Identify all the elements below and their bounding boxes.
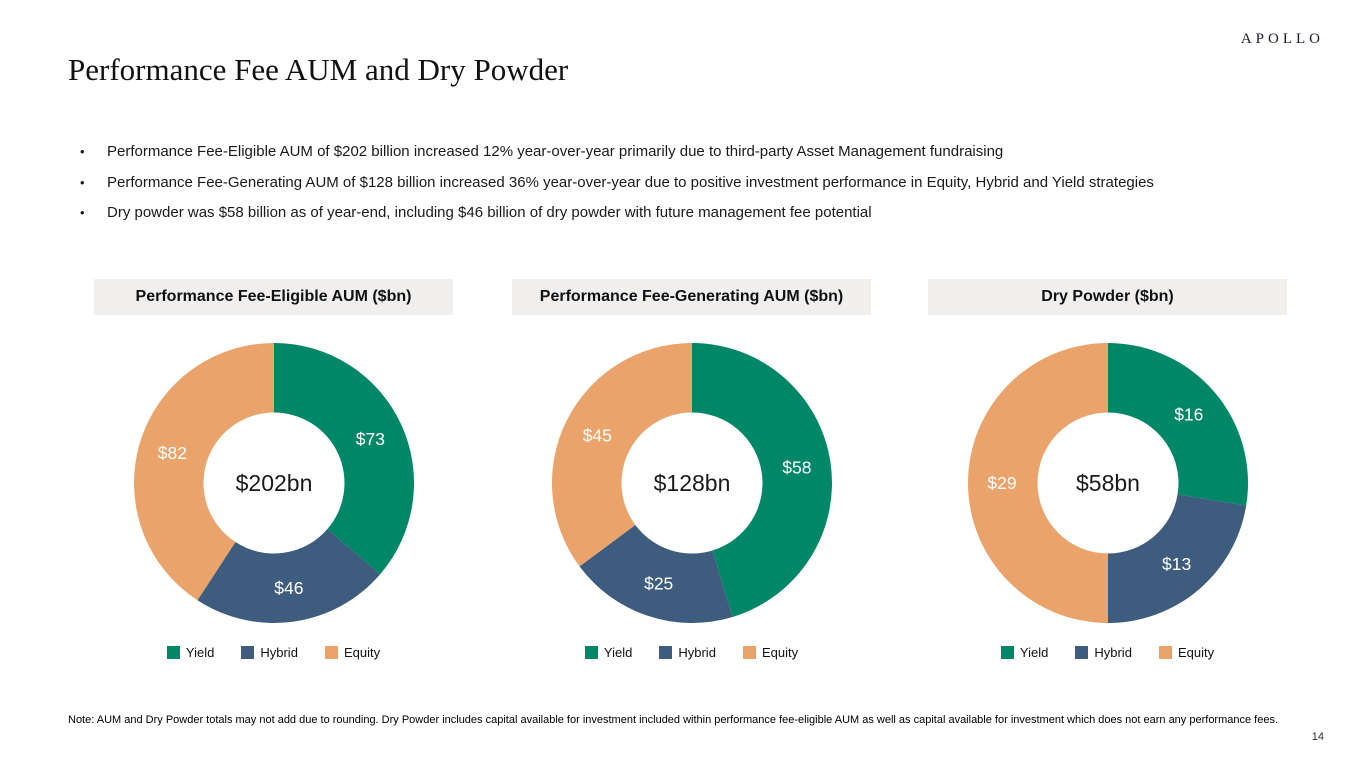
chart-legend: Yield Hybrid Equity — [94, 645, 453, 660]
slice-value-label: $46 — [274, 578, 303, 598]
slice-value-label: $16 — [1174, 404, 1203, 424]
chart-block-dry-powder: Dry Powder ($bn) $16 $13 $29 $58bn Yield Hy… — [928, 279, 1287, 660]
chart-legend: Yield Hybrid Equity — [512, 645, 871, 660]
legend-item-hybrid: Hybrid — [659, 645, 716, 660]
hybrid-swatch-icon — [659, 646, 673, 659]
donut-slice-equity — [551, 343, 692, 567]
donut-chart-dry-powder: $16 $13 $29 $58bn — [967, 343, 1248, 623]
donut-svg: $58 $25 $45 $128bn — [551, 343, 832, 623]
yield-swatch-icon — [166, 646, 180, 659]
donut-chart-fee-generating-aum: $58 $25 $45 $128bn — [551, 343, 832, 623]
legend-label: Yield — [1019, 645, 1049, 660]
donut-center-label: $58bn — [1076, 470, 1140, 496]
legend-item-yield: Yield — [166, 645, 215, 660]
apollo-logo: APOLLO — [1240, 31, 1324, 47]
page-title: Performance Fee AUM and Dry Powder — [68, 52, 569, 87]
hybrid-swatch-icon — [241, 646, 255, 659]
chart-block-fee-generating-aum: Performance Fee-Generating AUM ($bn) $58… — [512, 279, 871, 660]
legend-item-equity: Equity — [324, 645, 381, 660]
bullet-item: Dry powder was $58 billion as of year-en… — [80, 204, 1330, 222]
legend-item-yield: Yield — [1000, 645, 1049, 660]
legend-label: Hybrid — [1094, 645, 1132, 660]
legend-label: Hybrid — [678, 645, 716, 660]
bullet-list: Performance Fee-Eligible AUM of $202 bil… — [80, 144, 1330, 236]
slice-value-label: $58 — [782, 457, 811, 477]
chart-title: Performance Fee-Eligible AUM ($bn) — [94, 279, 453, 315]
bullet-text: Dry powder was $58 billion as of year-en… — [107, 204, 872, 221]
bullet-item: Performance Fee-Eligible AUM of $202 bil… — [80, 143, 1330, 161]
yield-swatch-icon — [584, 646, 598, 659]
donut-svg: $16 $13 $29 $58bn — [967, 343, 1248, 623]
yield-swatch-icon — [1000, 646, 1014, 659]
chart-title: Performance Fee-Generating AUM ($bn) — [512, 279, 871, 315]
legend-label: Equity — [1177, 645, 1215, 660]
legend-label: Yield — [603, 645, 633, 660]
donut-slice-hybrid — [196, 529, 380, 623]
donut-slice-yield — [273, 343, 414, 575]
equity-swatch-icon — [1158, 646, 1172, 659]
slice-value-label: $13 — [1161, 554, 1190, 574]
legend-label: Equity — [761, 645, 799, 660]
donut-center-label: $128bn — [653, 470, 730, 496]
legend-item-equity: Equity — [1158, 645, 1215, 660]
legend-item-hybrid: Hybrid — [1075, 645, 1132, 660]
slice-value-label: $73 — [355, 429, 384, 449]
legend-item-yield: Yield — [584, 645, 633, 660]
equity-swatch-icon — [324, 646, 338, 659]
equity-swatch-icon — [742, 646, 756, 659]
legend-label: Yield — [185, 645, 215, 660]
slice-value-label: $29 — [987, 473, 1016, 493]
bullet-text: Performance Fee-Generating AUM of $128 b… — [107, 173, 1154, 191]
page-number: 14 — [1311, 731, 1324, 743]
bullet-text: Performance Fee-Eligible AUM of $202 bil… — [107, 143, 1004, 160]
legend-label: Hybrid — [260, 645, 298, 660]
slice-value-label: $82 — [157, 443, 186, 463]
slice-value-label: $45 — [582, 425, 611, 445]
legend-item-equity: Equity — [742, 645, 799, 660]
chart-block-fee-eligible-aum: Performance Fee-Eligible AUM ($bn) $73 $4… — [94, 279, 453, 660]
legend-item-hybrid: Hybrid — [241, 645, 298, 660]
footnote: Note: AUM and Dry Powder totals may not … — [68, 714, 1279, 726]
donut-slice-hybrid — [579, 525, 733, 623]
bullet-item: Performance Fee-Generating AUM of $128 b… — [80, 173, 1330, 191]
donut-slice-equity — [967, 343, 1108, 623]
donut-slice-yield — [1107, 343, 1248, 506]
chart-title: Dry Powder ($bn) — [928, 279, 1287, 315]
donut-chart-fee-eligible-aum: $73 $46 $82 $202bn — [133, 343, 414, 623]
donut-slice-equity — [133, 343, 274, 601]
legend-label: Equity — [343, 645, 381, 660]
donut-slice-hybrid — [1107, 494, 1246, 623]
slice-value-label: $25 — [644, 574, 673, 594]
donut-slice-yield — [691, 343, 832, 617]
chart-legend: Yield Hybrid Equity — [928, 645, 1287, 660]
donut-svg: $73 $46 $82 $202bn — [133, 343, 414, 623]
hybrid-swatch-icon — [1075, 646, 1089, 659]
donut-center-label: $202bn — [235, 470, 312, 496]
